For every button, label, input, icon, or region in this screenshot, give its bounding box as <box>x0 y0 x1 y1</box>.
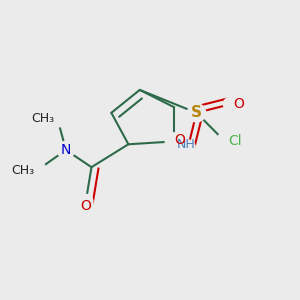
Text: Cl: Cl <box>228 134 242 148</box>
Circle shape <box>188 104 206 122</box>
Text: CH₃: CH₃ <box>12 164 35 176</box>
Circle shape <box>79 194 93 209</box>
Text: N: N <box>61 143 71 157</box>
Circle shape <box>216 133 233 150</box>
Circle shape <box>181 140 195 154</box>
Text: S: S <box>191 105 202 120</box>
Text: O: O <box>80 199 91 213</box>
Circle shape <box>57 141 74 159</box>
Text: O: O <box>233 97 244 111</box>
Text: O: O <box>174 133 185 147</box>
Circle shape <box>224 97 238 111</box>
Text: NH: NH <box>177 138 195 151</box>
Circle shape <box>165 133 182 150</box>
Text: CH₃: CH₃ <box>32 112 55 125</box>
Circle shape <box>49 110 66 127</box>
Circle shape <box>29 161 46 178</box>
